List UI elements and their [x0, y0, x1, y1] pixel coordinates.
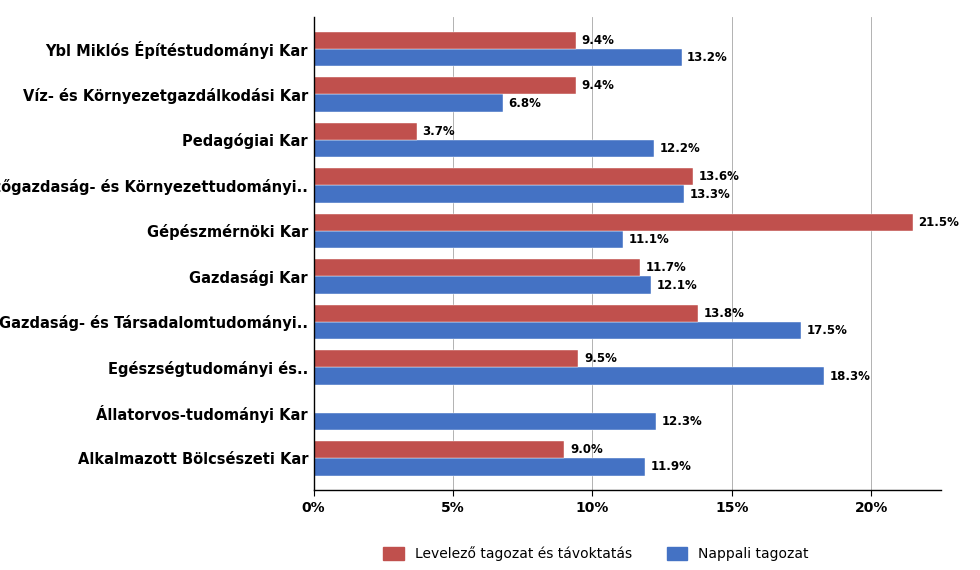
Text: 9.0%: 9.0%: [570, 443, 603, 456]
Text: 9.5%: 9.5%: [584, 352, 616, 365]
Bar: [314, 259, 640, 276]
Bar: [314, 368, 824, 385]
Text: 9.4%: 9.4%: [581, 79, 614, 92]
Text: 13.6%: 13.6%: [699, 170, 739, 184]
Bar: [314, 350, 578, 368]
Text: 21.5%: 21.5%: [918, 216, 959, 229]
Text: 13.2%: 13.2%: [687, 51, 728, 64]
Bar: [314, 441, 564, 458]
Text: 13.3%: 13.3%: [690, 188, 731, 201]
Bar: [314, 32, 575, 49]
Bar: [314, 49, 681, 66]
Bar: [314, 168, 693, 185]
Text: 12.1%: 12.1%: [657, 279, 697, 291]
Text: 13.8%: 13.8%: [704, 307, 745, 320]
Text: 12.2%: 12.2%: [660, 142, 700, 155]
Bar: [314, 214, 913, 231]
Text: 17.5%: 17.5%: [807, 324, 848, 337]
Bar: [314, 123, 416, 140]
Text: 11.7%: 11.7%: [645, 261, 686, 274]
Text: 9.4%: 9.4%: [581, 34, 614, 47]
Bar: [314, 95, 503, 112]
Bar: [314, 140, 654, 157]
Text: 12.3%: 12.3%: [662, 415, 703, 428]
Bar: [314, 413, 657, 430]
Text: 11.1%: 11.1%: [628, 233, 669, 246]
Text: 18.3%: 18.3%: [829, 369, 870, 382]
Legend: Levelező tagozat és távoktatás, Nappali tagozat: Levelező tagozat és távoktatás, Nappali …: [375, 540, 816, 568]
Text: 6.8%: 6.8%: [509, 96, 542, 109]
Text: 3.7%: 3.7%: [422, 125, 455, 138]
Bar: [314, 185, 684, 203]
Bar: [314, 276, 651, 294]
Bar: [314, 322, 802, 339]
Bar: [314, 304, 699, 322]
Text: 11.9%: 11.9%: [651, 461, 692, 474]
Bar: [314, 77, 575, 95]
Bar: [314, 231, 623, 248]
Bar: [314, 458, 645, 475]
